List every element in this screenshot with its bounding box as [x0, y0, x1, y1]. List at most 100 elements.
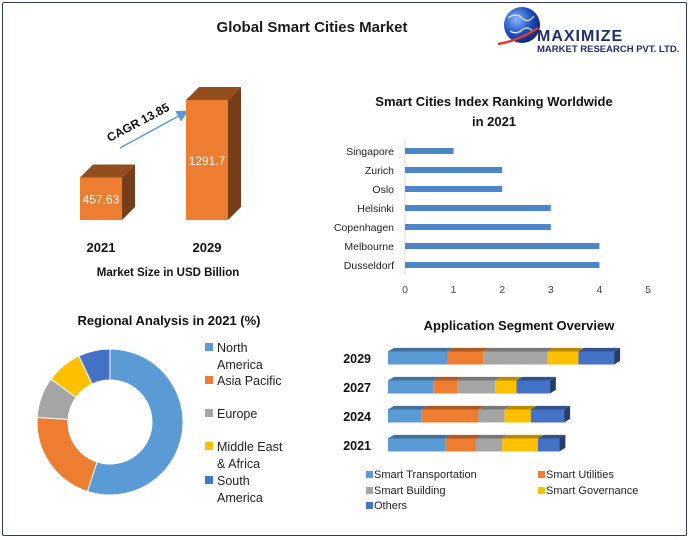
- application-title: Application Segment Overview: [424, 318, 616, 333]
- donut-legend-label: America: [217, 358, 263, 372]
- stack-segment: [578, 351, 615, 365]
- stack-segment: [476, 438, 503, 452]
- ranking-title-line-2: in 2021: [472, 114, 516, 129]
- ranking-bar: [405, 186, 503, 192]
- stack-legend-label: Smart Utilities: [546, 469, 614, 481]
- donut-legend-label: Europe: [217, 407, 257, 421]
- donut-slice: [36, 416, 98, 493]
- ranking-city-label: Zurich: [365, 165, 394, 177]
- donut-legend-label: Middle East: [217, 440, 283, 454]
- stack-bar-side: [614, 347, 621, 365]
- stack-segment-top: [578, 347, 621, 352]
- stack-segment-top: [530, 405, 571, 410]
- stack-segment: [445, 438, 477, 452]
- stack-segment-top: [421, 405, 485, 410]
- stack-segment: [388, 409, 422, 423]
- stack-segment: [504, 409, 531, 423]
- stack-bar-side: [549, 376, 556, 394]
- stack-segment-top: [516, 376, 556, 381]
- market-bar: [80, 177, 122, 220]
- stack-legend-swatch: [538, 487, 545, 494]
- donut-legend-swatch: [205, 442, 213, 450]
- page-title: Global Smart Cities Market: [217, 19, 408, 36]
- donut-slice: [86, 348, 184, 496]
- stack-segment: [388, 351, 448, 365]
- ranking-bar: [405, 262, 600, 268]
- market-bar-value: 1291.7: [189, 154, 226, 168]
- ranking-city-label: Oslo: [372, 184, 394, 196]
- market-bar: [186, 100, 228, 220]
- stack-legend-swatch: [366, 502, 373, 509]
- stack-segment-top: [478, 405, 511, 410]
- ranking-city-label: Helsinki: [357, 203, 394, 215]
- ranking-bar: [405, 167, 503, 173]
- application-segment-chart: Application Segment Overview 2029 2027 202…: [343, 318, 638, 512]
- donut-legend-swatch: [205, 376, 213, 384]
- stack-bar-side: [559, 434, 566, 452]
- donut-legend-swatch: [205, 343, 213, 351]
- ranking-title-line-1: Smart Cities Index Ranking Worldwide: [375, 94, 612, 109]
- stack-legend-swatch: [366, 487, 373, 494]
- ranking-x-tick: 2: [499, 284, 505, 296]
- logo-name: MAXIMIZE: [537, 28, 623, 45]
- stack-segment: [502, 438, 538, 452]
- donut-legend-label: Asia Pacific: [217, 374, 282, 388]
- ranking-bar: [405, 205, 551, 211]
- stack-year-label: 2029: [343, 352, 371, 366]
- stack-segment: [388, 380, 434, 394]
- stack-segment-top: [547, 347, 585, 352]
- stack-segment: [483, 351, 548, 365]
- stack-legend-label: Smart Governance: [546, 485, 638, 497]
- stack-legend-label: Others: [374, 500, 408, 512]
- stack-segment-top: [504, 405, 537, 410]
- stack-segment: [478, 409, 505, 423]
- donut-legend-swatch: [205, 476, 213, 484]
- stack-segment-top: [447, 347, 490, 352]
- stack-bar-side: [564, 405, 571, 423]
- stack-segment: [495, 380, 517, 394]
- stack-segment-top: [495, 376, 523, 381]
- stack-legend-swatch: [366, 471, 373, 478]
- ranking-x-tick: 3: [548, 284, 554, 296]
- stack-segment-top: [502, 434, 544, 439]
- stack-year-label: 2027: [343, 381, 371, 395]
- market-chart-xlabel: Market Size in USD Billion: [97, 267, 240, 279]
- stack-year-label: 2021: [343, 439, 371, 453]
- stack-segment: [388, 438, 446, 452]
- stack-segment: [547, 351, 579, 365]
- ranking-bar: [405, 243, 600, 249]
- company-logo: MAXIMIZE MARKET RESEARCH PVT. LTD.: [497, 7, 679, 55]
- regional-donut-chart: Regional Analysis in 2021 (%) North Ameri…: [36, 313, 283, 505]
- stack-legend-label: Smart Building: [374, 485, 446, 497]
- donut-slice: [78, 348, 111, 385]
- donut-legend-swatch: [205, 409, 213, 417]
- ranking-city-label: Copenhagen: [334, 222, 394, 234]
- ranking-x-tick: 5: [645, 284, 651, 296]
- stack-legend-label: Smart Transportation: [374, 469, 477, 481]
- stack-year-label: 2024: [343, 410, 371, 424]
- ranking-x-tick: 4: [596, 284, 602, 296]
- stack-segment: [447, 351, 484, 365]
- stack-segment-top: [445, 434, 483, 439]
- donut-legend-label: South: [217, 474, 250, 488]
- stack-segment-top: [388, 376, 440, 381]
- stack-segment: [433, 380, 458, 394]
- market-size-chart: CAGR 13.85 Market Size in USD Billion 45…: [80, 87, 241, 279]
- stack-segment-top: [483, 347, 554, 352]
- stack-segment-top: [476, 434, 509, 439]
- stack-segment-top: [388, 347, 454, 352]
- ranking-city-label: Dusseldorf: [344, 260, 394, 272]
- stack-segment: [537, 438, 560, 452]
- market-bar-year: 2029: [193, 240, 222, 255]
- market-bar-year: 2021: [87, 240, 116, 255]
- stack-segment-top: [537, 434, 566, 439]
- city-ranking-chart: Smart Cities Index Ranking Worldwide in …: [334, 94, 651, 296]
- ranking-city-label: Melbourne: [344, 241, 394, 253]
- logo-subtitle: MARKET RESEARCH PVT. LTD.: [537, 44, 679, 55]
- regional-title: Regional Analysis in 2021 (%): [77, 313, 260, 328]
- ranking-bar: [405, 148, 454, 154]
- ranking-x-tick: 0: [402, 284, 408, 296]
- stack-legend-swatch: [538, 471, 545, 478]
